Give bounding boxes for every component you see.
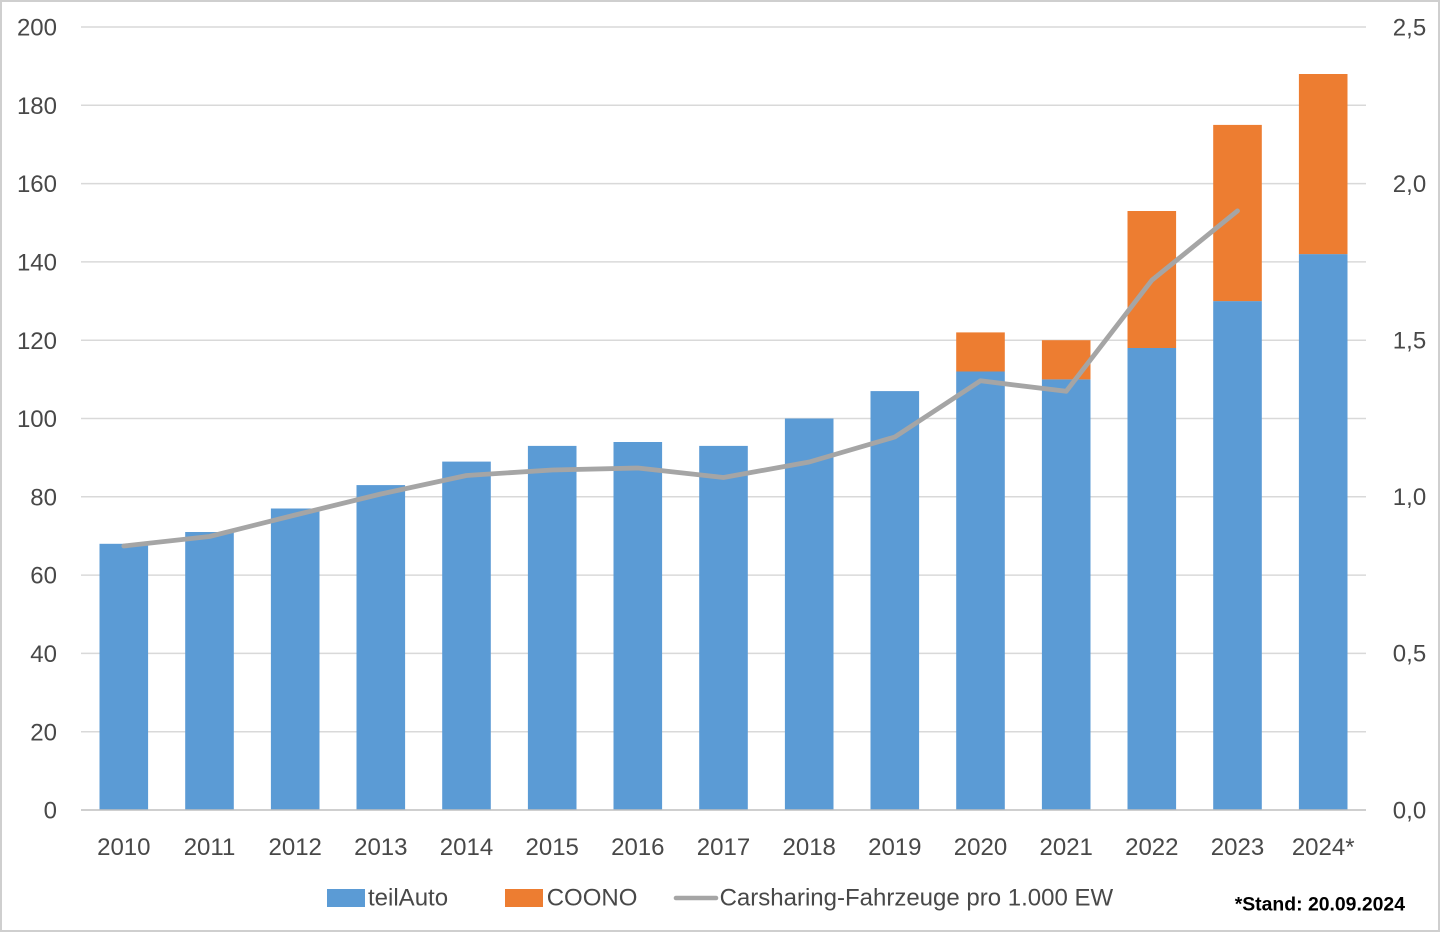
svg-text:40: 40 <box>30 641 57 668</box>
svg-text:2014: 2014 <box>440 834 493 861</box>
svg-text:teilAuto: teilAuto <box>368 885 448 912</box>
svg-text:0: 0 <box>44 798 57 825</box>
svg-text:2024*: 2024* <box>1292 834 1355 861</box>
svg-text:20: 20 <box>30 719 57 746</box>
svg-text:2012: 2012 <box>269 834 322 861</box>
svg-text:100: 100 <box>17 406 57 433</box>
svg-text:2,5: 2,5 <box>1393 14 1426 41</box>
svg-text:2019: 2019 <box>868 834 921 861</box>
svg-text:120: 120 <box>17 328 57 355</box>
svg-text:180: 180 <box>17 93 57 120</box>
svg-text:1,5: 1,5 <box>1393 328 1426 355</box>
svg-text:160: 160 <box>17 171 57 198</box>
svg-text:2013: 2013 <box>354 834 407 861</box>
svg-text:140: 140 <box>17 250 57 277</box>
svg-text:0,0: 0,0 <box>1393 798 1426 825</box>
svg-text:2016: 2016 <box>611 834 664 861</box>
svg-text:2018: 2018 <box>783 834 836 861</box>
svg-text:80: 80 <box>30 484 57 511</box>
svg-text:*Stand: 20.09.2024: *Stand: 20.09.2024 <box>1235 894 1406 916</box>
svg-text:0,5: 0,5 <box>1393 641 1426 668</box>
svg-text:2020: 2020 <box>954 834 1007 861</box>
svg-text:1,0: 1,0 <box>1393 484 1426 511</box>
svg-text:2021: 2021 <box>1040 834 1093 861</box>
svg-text:2017: 2017 <box>697 834 750 861</box>
svg-text:60: 60 <box>30 563 57 590</box>
svg-text:2023: 2023 <box>1211 834 1264 861</box>
svg-text:2,0: 2,0 <box>1393 171 1426 198</box>
svg-text:COONO: COONO <box>547 885 638 912</box>
svg-text:2015: 2015 <box>526 834 579 861</box>
svg-text:200: 200 <box>17 15 57 42</box>
svg-text:Carsharing-Fahrzeuge pro 1.000: Carsharing-Fahrzeuge pro 1.000 EW <box>720 885 1114 912</box>
svg-text:2010: 2010 <box>97 834 150 861</box>
svg-text:2022: 2022 <box>1125 834 1178 861</box>
svg-text:2011: 2011 <box>184 834 236 861</box>
